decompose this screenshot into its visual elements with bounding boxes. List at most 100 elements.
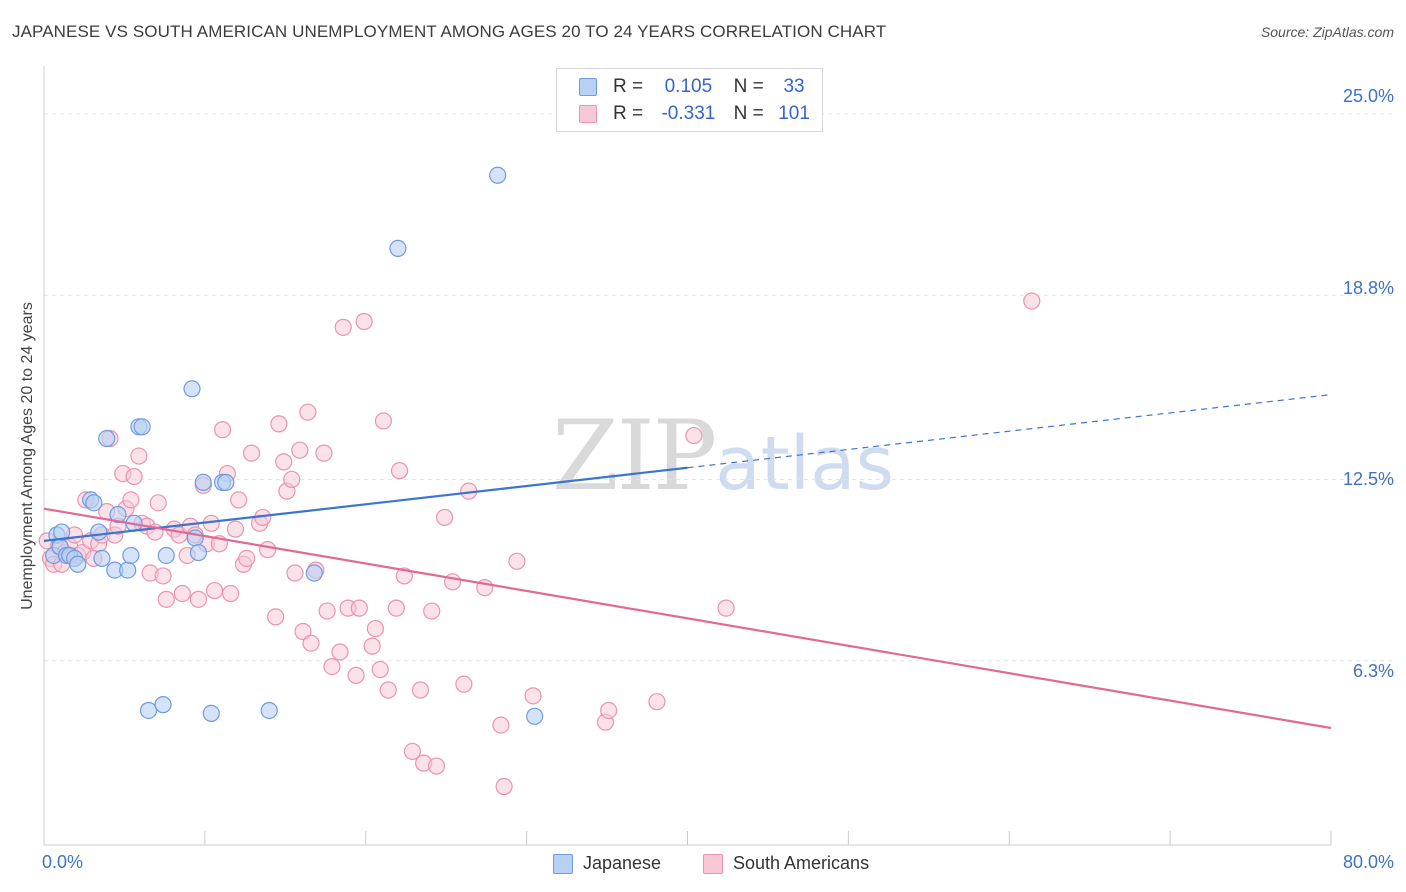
japanese-point: [183, 380, 201, 398]
south-american-point: [270, 415, 288, 433]
south-american-point: [149, 494, 167, 512]
south-american-point: [508, 552, 526, 570]
source-label: Source: ZipAtlas.com: [1260, 24, 1394, 40]
south-american-point: [323, 658, 341, 676]
japanese-point: [202, 704, 220, 722]
watermark-zip: ZIP: [552, 400, 717, 512]
legend-label: South Americans: [733, 853, 870, 873]
south-american-point: [423, 602, 441, 620]
south-american-point: [363, 637, 381, 655]
japanese-point: [260, 701, 278, 720]
japanese-point: [389, 239, 407, 257]
south-american-point: [435, 508, 454, 527]
south-american-point: [524, 687, 542, 705]
south-american-point: [395, 567, 413, 585]
japanese-point: [98, 429, 116, 448]
south-american-point: [302, 634, 320, 652]
japanese-point: [157, 546, 175, 565]
r-value: -0.331: [661, 103, 716, 124]
y-axis-label: Unemployment Among Ages 20 to 24 years: [19, 302, 36, 610]
south-american-point: [226, 520, 245, 538]
south-american-point: [350, 599, 368, 617]
south-american-point: [455, 675, 473, 693]
japanese-point: [122, 546, 140, 565]
south-american-point: [259, 541, 277, 559]
watermark: ZIPatlas: [552, 400, 894, 512]
south-american-point: [495, 777, 513, 796]
japanese-trendline-extension: [687, 394, 1332, 469]
stats-box: R = 0.105 N = 33 R = -0.331 N = 101: [556, 68, 823, 132]
south-american-point: [685, 426, 703, 445]
south-american-point: [173, 584, 191, 603]
south-american-point: [222, 584, 240, 603]
r-label: R =: [613, 103, 644, 124]
south-american-trendline: [43, 507, 1332, 730]
japanese-point: [90, 523, 108, 541]
south-american-point: [286, 564, 304, 582]
n-label: N =: [733, 76, 764, 97]
japanese-trendline: [43, 466, 688, 542]
japanese-point: [85, 494, 103, 512]
south-american-point: [411, 681, 430, 699]
n-label: N =: [733, 103, 764, 124]
south-american-point: [492, 716, 510, 734]
japanese-point: [526, 707, 544, 725]
japanese-point: [133, 418, 151, 436]
south-american-point: [315, 444, 333, 462]
japanese-point: [119, 561, 137, 579]
r-label: R =: [613, 76, 644, 97]
south-american-point: [331, 643, 349, 661]
south-american-point: [230, 491, 248, 509]
south-american-point: [717, 599, 735, 617]
south-american-point: [403, 742, 422, 761]
y-tick-label: 12.5%: [1342, 469, 1394, 489]
south-american-point: [366, 619, 385, 638]
south-american-point: [242, 444, 261, 462]
south-american-point: [387, 599, 405, 617]
japanese-point: [489, 166, 507, 184]
south-american-point: [1023, 292, 1041, 310]
south-american-swatch: [579, 105, 597, 123]
south-american-point: [267, 608, 285, 626]
r-value: 0.105: [664, 76, 713, 97]
japanese-point: [93, 549, 111, 567]
south-american-point: [205, 581, 224, 600]
south-american-point: [355, 312, 373, 331]
japanese-point: [139, 701, 158, 720]
south-american-point: [154, 567, 172, 585]
south-american-point: [444, 573, 462, 591]
japanese-swatch: [579, 78, 597, 96]
south-american-point: [318, 602, 336, 620]
south-american-point: [275, 453, 293, 471]
south-american-point: [122, 491, 140, 509]
south-american-point: [130, 447, 148, 465]
south-american-swatch: [703, 854, 723, 874]
y-tick-label: 18.8%: [1342, 278, 1394, 298]
japanese-point: [109, 505, 127, 524]
japanese-point: [189, 543, 208, 562]
south-american-point: [427, 757, 446, 775]
x-tick-label-min: 0.0%: [42, 852, 84, 872]
south-american-point: [299, 403, 317, 421]
japanese-point: [217, 473, 235, 491]
south-american-point: [371, 660, 389, 679]
south-american-point: [374, 412, 393, 430]
japanese-point: [69, 555, 87, 573]
japanese-point: [53, 523, 71, 541]
n-value: 101: [778, 103, 810, 124]
japanese-point: [194, 473, 212, 491]
south-american-point: [125, 467, 143, 486]
watermark-atlas: atlas: [715, 421, 895, 507]
south-american-point: [390, 462, 409, 480]
south-american-point: [648, 693, 666, 711]
japanese-point: [186, 529, 204, 547]
south-american-point: [238, 549, 256, 567]
japanese-point: [305, 564, 323, 582]
x-tick-label-max: 80.0%: [1342, 852, 1394, 872]
south-american-point: [334, 318, 352, 336]
legend-label: Japanese: [583, 853, 662, 873]
south-american-point: [379, 681, 397, 699]
south-american-point: [157, 590, 175, 608]
y-tick-label: 6.3%: [1352, 661, 1394, 681]
